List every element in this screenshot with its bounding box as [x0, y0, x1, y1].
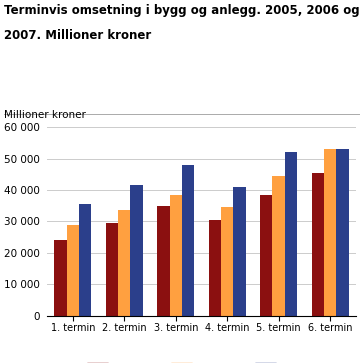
Bar	[106, 223, 118, 316]
Bar	[209, 220, 221, 316]
Bar	[311, 173, 324, 316]
Bar	[131, 185, 143, 316]
Bar	[336, 149, 348, 316]
Bar	[170, 195, 182, 316]
Bar	[118, 211, 131, 316]
Text: 2007. Millioner kroner: 2007. Millioner kroner	[4, 29, 151, 42]
Text: Millioner kroner: Millioner kroner	[4, 110, 86, 120]
Bar	[157, 206, 170, 316]
Bar	[221, 207, 233, 316]
Bar	[182, 165, 194, 316]
Bar	[54, 240, 67, 316]
Bar	[260, 195, 272, 316]
Bar	[233, 187, 246, 316]
Bar	[272, 176, 285, 316]
Bar	[324, 149, 336, 316]
Text: Terminvis omsetning i bygg og anlegg. 2005, 2006 og: Terminvis omsetning i bygg og anlegg. 20…	[4, 4, 359, 17]
Bar	[79, 204, 91, 316]
Bar	[67, 225, 79, 316]
Bar	[285, 152, 297, 316]
